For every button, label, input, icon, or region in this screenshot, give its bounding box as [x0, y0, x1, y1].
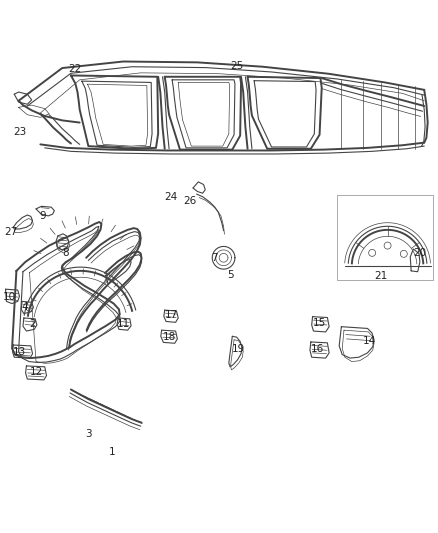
Text: 26: 26 [183, 196, 196, 206]
Text: 13: 13 [13, 346, 26, 357]
Text: 7: 7 [212, 253, 218, 263]
Text: 9: 9 [39, 212, 46, 221]
Text: 23: 23 [13, 127, 26, 137]
Text: 2: 2 [29, 319, 36, 329]
Text: 25: 25 [230, 61, 243, 71]
Text: 18: 18 [162, 332, 176, 342]
Text: 27: 27 [4, 228, 18, 238]
Text: 10: 10 [3, 292, 16, 302]
Text: 11: 11 [117, 319, 130, 329]
Text: 21: 21 [374, 271, 387, 281]
Text: 8: 8 [62, 248, 69, 259]
Text: 14: 14 [363, 336, 376, 345]
Text: 22: 22 [68, 64, 81, 75]
Text: 3: 3 [85, 430, 92, 439]
Text: 17: 17 [165, 310, 178, 320]
Text: 1: 1 [109, 447, 116, 457]
Text: 12: 12 [30, 367, 43, 377]
Text: 24: 24 [164, 192, 177, 201]
Text: 19: 19 [232, 344, 245, 354]
Text: 4: 4 [22, 302, 28, 312]
Text: 20: 20 [413, 248, 427, 259]
Text: 15: 15 [313, 318, 326, 328]
Text: 16: 16 [311, 344, 325, 354]
Text: 5: 5 [227, 270, 233, 280]
